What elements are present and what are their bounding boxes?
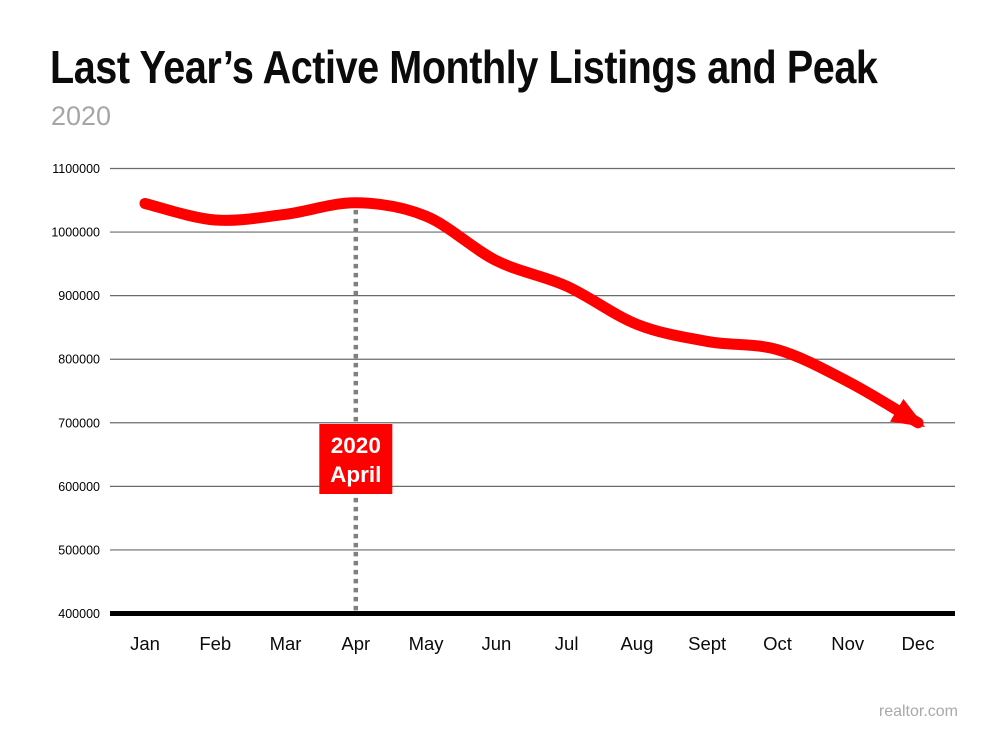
x-axis-label: Nov [831, 633, 865, 654]
peak-annotation-text: April [330, 462, 381, 487]
y-axis-label: 800000 [58, 353, 100, 367]
x-axis-label: Jul [555, 633, 579, 654]
y-axis-label: 600000 [58, 480, 100, 494]
y-axis-label: 500000 [58, 543, 100, 557]
x-axis-label: Oct [763, 633, 792, 654]
y-axis-label: 1100000 [52, 162, 100, 176]
x-axis-label: Aug [620, 633, 653, 654]
x-axis-label: Dec [902, 633, 935, 654]
y-axis-label: 400000 [58, 607, 100, 621]
y-axis-label: 900000 [58, 289, 100, 303]
x-axis-label: Feb [199, 633, 231, 654]
x-axis-label: Jan [130, 633, 160, 654]
x-axis-label: Sept [688, 633, 726, 654]
y-axis-label: 700000 [58, 416, 100, 430]
y-axis-label: 1000000 [51, 226, 100, 240]
peak-annotation-box [319, 424, 393, 494]
x-axis-label: May [409, 633, 445, 654]
chart-subtitle: 2020 [51, 101, 112, 131]
peak-annotation-text: 2020 [331, 433, 381, 458]
x-axis-label: Jun [481, 633, 511, 654]
chart-title: Last Year’s Active Monthly Listings and … [50, 41, 878, 93]
watermark: realtor.com [878, 703, 958, 720]
x-axis-label: Mar [270, 633, 302, 654]
x-axis-label: Apr [341, 633, 370, 654]
trend-line [139, 197, 926, 429]
